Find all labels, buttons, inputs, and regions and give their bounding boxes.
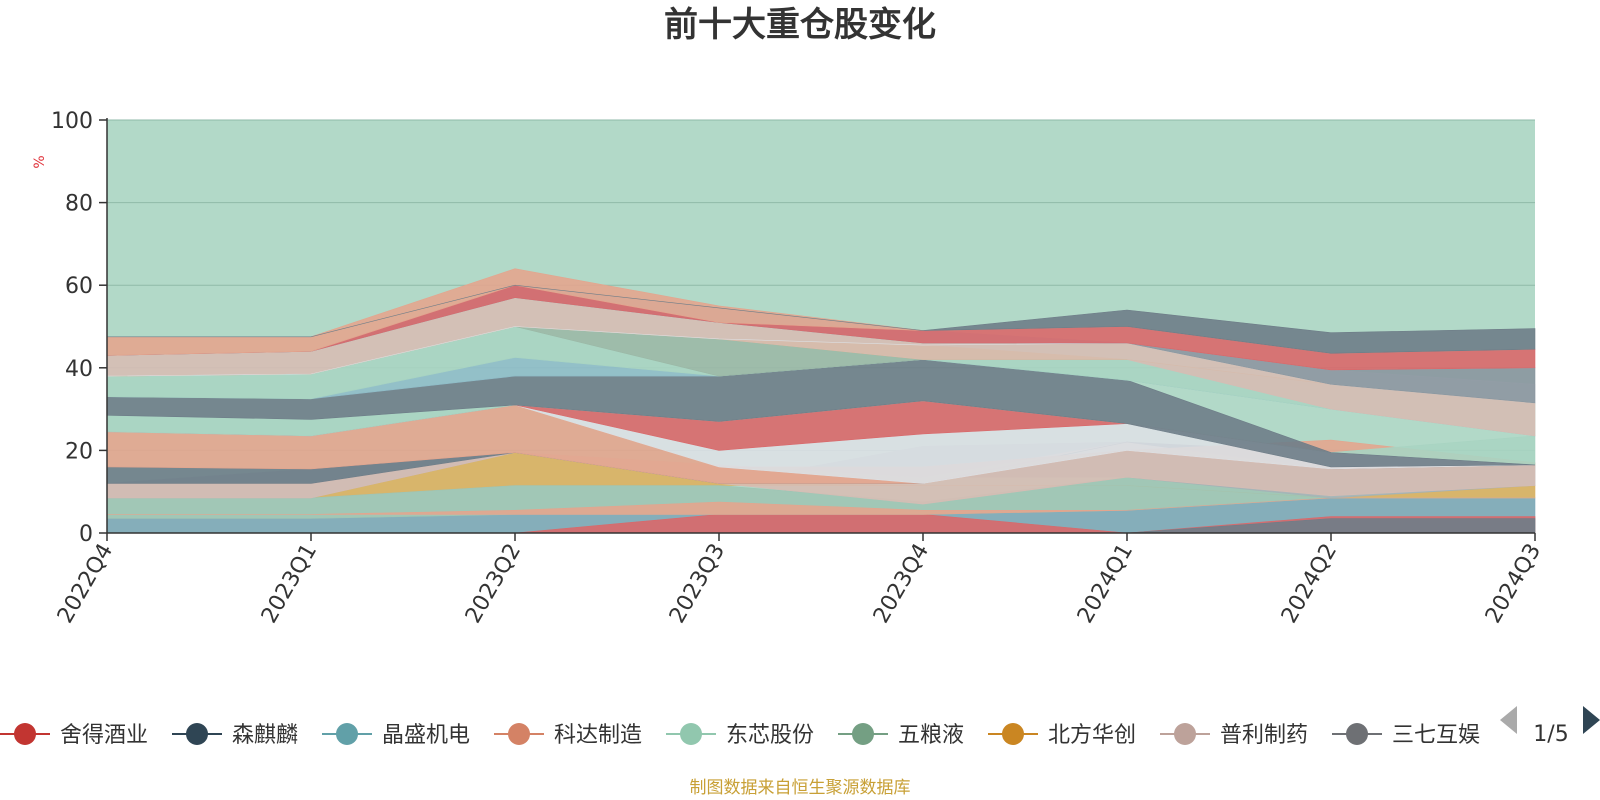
y-tick-label: 80: [65, 192, 93, 217]
y-tick-label: 40: [65, 357, 93, 382]
x-tick-label: 2024Q3: [1481, 540, 1546, 628]
legend-item[interactable]: 三七互娱: [1332, 723, 1480, 748]
y-tick-label: 0: [79, 522, 93, 547]
legend-dot-icon: [852, 723, 875, 745]
legend-item[interactable]: 晶盛机电: [322, 723, 470, 748]
legend: 舍得酒业 森麒麟 晶盛机电 科达制造 东芯股份 五粮液 北方华创 普利制药 三七互娱: [0, 723, 1480, 748]
legend-label: 晶盛机电: [382, 723, 470, 748]
legend-item[interactable]: 普利制药: [1160, 723, 1308, 748]
x-tick-label: 2022Q4: [53, 540, 118, 628]
legend-dot-icon: [1002, 723, 1025, 745]
y-axis-unit: %: [32, 155, 48, 168]
stacked-areas: [106, 268, 1536, 534]
legend-label: 舍得酒业: [60, 723, 148, 748]
legend-item[interactable]: 五粮液: [838, 723, 964, 748]
legend-page-indicator: 1/5: [1533, 722, 1568, 747]
y-tick-label: 20: [65, 439, 93, 464]
legend-dot-icon: [1174, 723, 1197, 745]
x-tick-label: 2024Q2: [1277, 540, 1342, 628]
legend-prev-icon[interactable]: [1500, 706, 1517, 734]
legend-dot-icon: [14, 723, 36, 745]
data-source-note: 制图数据来自恒生聚源数据库: [690, 778, 911, 798]
legend-label: 五粮液: [898, 723, 964, 748]
legend-next-icon[interactable]: [1583, 706, 1600, 734]
x-tick-label: 2023Q3: [665, 540, 730, 628]
x-tick-label: 2024Q1: [1073, 540, 1138, 628]
legend-label: 普利制药: [1220, 723, 1308, 748]
legend-dot-icon: [508, 723, 531, 745]
x-tick-label: 2023Q1: [257, 540, 322, 628]
legend-label: 科达制造: [554, 723, 642, 748]
y-tick-label: 60: [65, 274, 93, 299]
legend-label: 森麒麟: [232, 723, 298, 748]
legend-item[interactable]: 森麒麟: [172, 723, 298, 748]
legend-dot-icon: [336, 723, 359, 745]
legend-label: 三七互娱: [1392, 723, 1480, 748]
legend-label: 东芯股份: [726, 723, 814, 748]
area-band: [107, 284, 1536, 354]
legend-item[interactable]: 东芯股份: [666, 723, 814, 748]
area-band: [107, 497, 1535, 515]
legend-item[interactable]: 舍得酒业: [0, 723, 148, 748]
legend-dot-icon: [186, 723, 209, 745]
legend-item[interactable]: 科达制造: [494, 723, 642, 748]
y-tick-label: 100: [51, 109, 93, 134]
legend-pager: 1/5: [1500, 706, 1600, 747]
x-tick-label: 2023Q4: [869, 540, 934, 628]
legend-dot-icon: [680, 723, 703, 745]
legend-label: 北方华创: [1048, 723, 1136, 748]
legend-item[interactable]: 北方华创: [988, 723, 1136, 748]
chart-title: 前十大重仓股变化: [664, 5, 936, 45]
x-tick-label: 2023Q2: [461, 540, 526, 628]
legend-dot-icon: [1346, 723, 1369, 745]
